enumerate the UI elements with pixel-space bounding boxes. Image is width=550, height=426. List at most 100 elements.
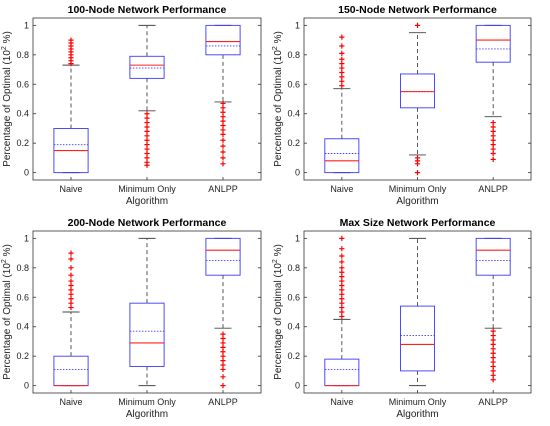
y-tick-label: 0.4 [287,322,300,332]
outlier-point [220,127,226,133]
chart-panel-1: 100-Node Network Performance 0 0.2 0.4 0.6 0.… [1,4,262,207]
outlier-point [68,250,74,256]
y-axis-label-tail: %) [273,244,284,259]
outlier-point [490,128,496,134]
outlier-point [220,366,226,373]
y-tick-label: 0.8 [16,263,29,273]
box-1 [53,37,89,174]
outlier-point [414,170,421,176]
chart-title: Max Size Network Performance [340,217,496,229]
x-tick-label: Minimum Only [118,184,176,194]
y-tick-label: 0 [24,381,29,391]
outlier-point [220,118,226,124]
outlier-point [68,282,74,289]
outlier-point [339,282,345,289]
outlier-point [68,287,74,293]
outlier-point [220,105,226,111]
outlier-point [339,43,345,49]
y-axis-label-exponent: 2 [272,46,279,50]
outlier-point [339,34,345,40]
outlier-point [490,363,496,370]
x-tick-label: ANLPP [478,184,508,194]
y-tick-label: 0.2 [287,351,300,361]
outlier-point [144,133,150,139]
box-1 [53,250,89,387]
outlier-point [144,150,150,157]
outlier-point [339,61,345,67]
y-tick-label: 0.2 [16,138,29,148]
outlier-point [144,146,150,152]
outlier-point [144,124,150,130]
y-tick-label: 0.8 [287,263,300,273]
outlier-point [68,272,74,278]
x-tick-label: Minimum Only [118,397,176,407]
outlier-point [220,358,226,364]
outlier-point [220,161,226,167]
y-tick-label: 1 [24,233,29,243]
outlier-point [490,332,496,339]
outlier-point [220,100,226,107]
outlier-point [339,304,345,311]
outlier-point [490,346,496,352]
outlier-point [339,83,345,89]
outlier-point [490,119,496,126]
outlier-point [220,374,226,380]
outlier-point [339,287,345,293]
y-tick-label: 0.6 [16,292,29,302]
outlier-point [220,349,226,355]
outlier-point [144,111,150,117]
outlier-point [144,162,150,168]
y-axis-label-exponent: 2 [1,46,8,50]
outlier-point [220,362,226,368]
outlier-point [339,291,345,297]
outlier-point [220,109,226,115]
outlier-point [220,137,226,143]
outlier-point [220,114,226,120]
outlier-point [68,265,74,271]
y-axis-label-tail: %) [2,31,13,46]
outlier-point [339,56,345,62]
y-tick-label: 1 [295,20,300,30]
outlier-point [490,137,496,143]
outlier-point [490,150,496,157]
box-rect [129,302,165,367]
outlier-point [220,340,226,346]
outlier-point [490,146,496,152]
y-axis-label-exponent: 2 [1,259,8,263]
chart-title: 100-Node Network Performance [68,4,227,16]
x-tick-label: Naive [59,397,82,407]
outlier-point [414,161,421,167]
outlier-point [339,274,345,280]
y-tick-label: 0.4 [287,109,300,119]
outlier-point [220,344,226,350]
outlier-point [490,341,496,347]
y-tick-label: 0.4 [16,322,29,332]
outlier-point [339,278,345,284]
x-tick-label: ANLPP [478,397,508,407]
chart-title: 150-Node Network Performance [338,4,497,16]
y-tick-label: 0.8 [16,50,29,60]
x-tick-label: Minimum Only [389,184,447,194]
y-axis-label: Percentage of Optimal (102 %) [1,244,13,380]
box-2 [400,22,435,176]
box-2 [400,237,435,387]
y-axis-label-tail: %) [273,31,284,46]
outlier-point [414,22,421,28]
outlier-point [339,296,345,302]
chart-panel-3: 200-Node Network Performance 0 0.2 0.4 0.6 0.… [1,217,262,420]
outlier-point [339,246,345,252]
y-tick-label: 1 [24,20,29,30]
outlier-point [220,155,226,161]
outlier-point [339,259,345,265]
y-axis-label-main: Percentage of Optimal (10 [273,50,284,167]
outlier-point [339,265,345,271]
y-tick-label: 0.2 [16,351,29,361]
outlier-point [339,300,345,306]
outlier-point [339,78,345,84]
x-axis-label: Algorithm [126,409,168,420]
outlier-point [339,65,345,71]
chart-panel-4: Max Size Network Performance 0 0.2 0.4 0.6 0.… [272,217,532,420]
x-axis-label: Algorithm [396,196,438,207]
outlier-point [68,256,74,262]
